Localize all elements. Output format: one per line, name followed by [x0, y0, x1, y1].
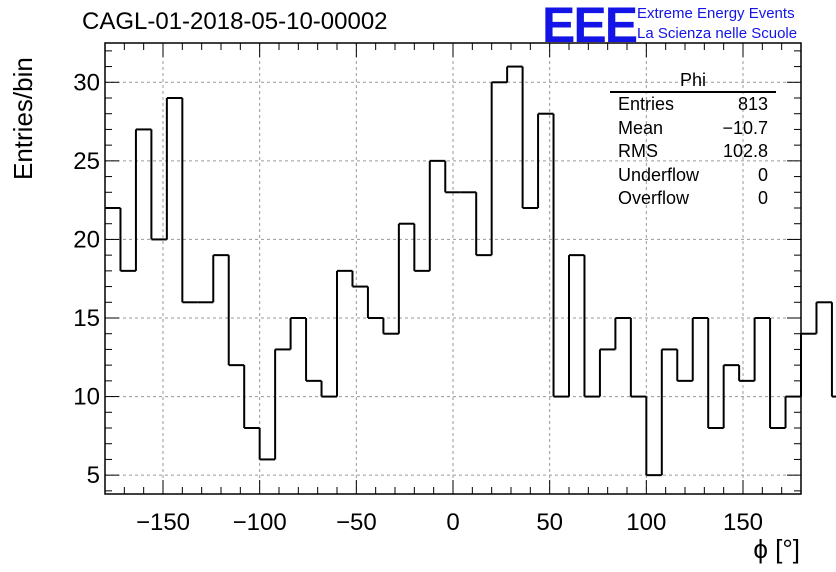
stats-title: Phi: [610, 70, 776, 93]
x-tick-label: −100: [233, 509, 287, 536]
stats-label: Underflow: [618, 164, 700, 185]
stats-label: Overflow: [618, 188, 690, 208]
x-tick-label: −50: [336, 509, 377, 536]
stats-label: Mean: [618, 117, 664, 138]
x-tick-label: 150: [723, 509, 763, 536]
logo-line-1: Extreme Energy Events: [637, 5, 795, 22]
x-tick-label: 50: [536, 509, 563, 536]
y-axis-label: Entries/bin: [8, 57, 38, 180]
stats-row: Overflow 0: [610, 187, 776, 211]
stats-value: 0: [757, 188, 768, 208]
stats-value: 102.8: [722, 141, 768, 161]
stats-row: RMS 102.8: [610, 140, 776, 164]
stats-row: Underflow 0: [610, 164, 776, 188]
stats-value: 0: [757, 164, 768, 185]
x-tick-label: 0: [446, 509, 459, 536]
logo-caption: Extreme Energy Events La Scienza nelle S…: [637, 4, 797, 44]
y-tick-label: 20: [73, 226, 100, 253]
chart-title: CAGL-01-2018-05-10-00002: [82, 8, 388, 35]
stats-value: −10.7: [722, 117, 768, 138]
y-tick-label: 5: [87, 462, 100, 489]
stats-value: 813: [737, 94, 768, 114]
stats-label: RMS: [618, 141, 658, 161]
eee-logo: EEE: [542, 0, 638, 53]
y-tick-label: 30: [73, 69, 100, 96]
y-tick-label: 25: [73, 148, 100, 175]
stats-row: Entries 813: [610, 93, 776, 117]
stats-label: Entries: [618, 94, 675, 114]
x-axis-label: ϕ [°]: [753, 534, 800, 564]
stats-row: Mean −10.7: [610, 117, 776, 141]
stats-box: Phi Entries 813 Mean −10.7 RMS 102.8 Underf…: [610, 70, 776, 211]
logo-line-2: La Scienza nelle Scuole: [637, 25, 798, 42]
y-tick-label: 10: [73, 384, 100, 411]
y-tick-label: 15: [73, 305, 100, 332]
plot-frame: [104, 42, 802, 495]
x-tick-label: −150: [136, 509, 190, 536]
x-tick-label: 100: [626, 509, 666, 536]
